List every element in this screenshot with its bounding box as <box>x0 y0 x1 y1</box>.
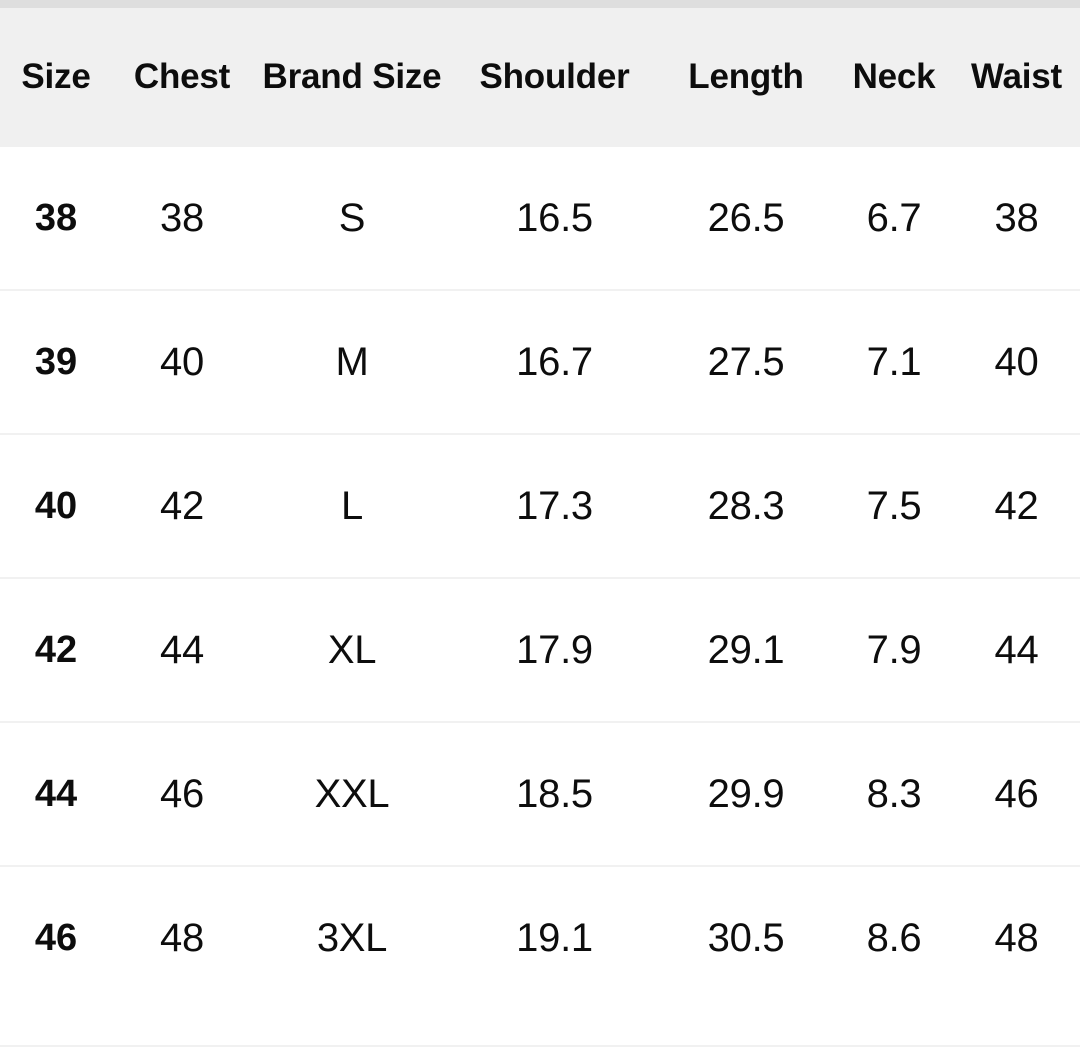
table-row: 42 44 XL 17.9 29.1 7.9 44 <box>0 577 1080 722</box>
table-row: 46 48 3XL 19.1 30.5 8.6 48 <box>0 865 1080 1009</box>
cell-neck: 6.7 <box>866 196 922 240</box>
cell-neck: 7.9 <box>835 577 953 722</box>
cell-brand-size: L <box>252 433 452 578</box>
cell-size: 44 <box>0 721 112 866</box>
column-header-size[interactable]: Size <box>0 8 112 147</box>
cell-waist: 48 <box>953 865 1080 1009</box>
column-header-waist[interactable]: Waist <box>953 8 1080 147</box>
cell-neck: 8.3 <box>835 721 953 866</box>
cell-shoulder: 16.7 <box>452 289 657 434</box>
top-edge-strip <box>0 0 1080 8</box>
cell-length: 29.1 <box>657 577 835 722</box>
cell-shoulder: 18.5 <box>452 721 657 866</box>
table-row: 40 42 L 17.3 28.3 7.5 42 <box>0 433 1080 578</box>
cell-chest: 44 <box>112 577 252 722</box>
cell-chest: 48 <box>112 865 252 1009</box>
cell-shoulder: 17.9 <box>452 577 657 722</box>
cell-chest: 38 <box>160 196 204 240</box>
column-header-neck[interactable]: Neck <box>835 8 953 147</box>
cell-chest: 46 <box>112 721 252 866</box>
cell-waist: 44 <box>953 577 1080 722</box>
cell-length: 29.9 <box>657 721 835 866</box>
cell-brand-size: S <box>338 196 366 240</box>
column-header-shoulder[interactable]: Shoulder <box>452 8 657 147</box>
cell-size: 46 <box>0 865 112 1009</box>
cell-neck: 7.1 <box>835 289 953 434</box>
cell-waist: 40 <box>953 289 1080 434</box>
cell-size: 38 <box>34 197 78 239</box>
column-header-chest[interactable]: Chest <box>112 8 252 147</box>
cell-brand-size: M <box>252 289 452 434</box>
table-header: Size Chest Brand Size Shoulder Length Ne… <box>0 8 1080 147</box>
cell-size: 42 <box>0 577 112 722</box>
cell-waist: 38 <box>994 196 1039 240</box>
cell-brand-size: 3XL <box>252 865 452 1009</box>
cell-shoulder: 16.5 <box>516 196 593 240</box>
cell-brand-size: XXL <box>252 721 452 866</box>
table-bottom-divider <box>0 1045 1080 1047</box>
cell-length: 27.5 <box>657 289 835 434</box>
column-header-brand-size[interactable]: Brand Size <box>252 8 452 147</box>
table-header-row: Size Chest Brand Size Shoulder Length Ne… <box>0 8 1080 147</box>
table-row: 38 38 S 16.5 26.5 6.7 38 <box>0 147 1080 290</box>
cell-shoulder: 19.1 <box>452 865 657 1009</box>
table-row: 44 46 XXL 18.5 29.9 8.3 46 <box>0 721 1080 866</box>
cell-size: 39 <box>0 289 112 434</box>
cell-chest: 42 <box>112 433 252 578</box>
size-chart-table: Size Chest Brand Size Shoulder Length Ne… <box>0 8 1080 1009</box>
cell-brand-size: XL <box>252 577 452 722</box>
cell-chest: 40 <box>112 289 252 434</box>
table-row: 39 40 M 16.7 27.5 7.1 40 <box>0 289 1080 434</box>
cell-neck: 7.5 <box>835 433 953 578</box>
cell-length: 30.5 <box>657 865 835 1009</box>
cell-size: 40 <box>0 433 112 578</box>
cell-waist: 42 <box>953 433 1080 578</box>
cell-waist: 46 <box>953 721 1080 866</box>
cell-shoulder: 17.3 <box>452 433 657 578</box>
cell-length: 28.3 <box>657 433 835 578</box>
column-header-length[interactable]: Length <box>657 8 835 147</box>
table-body: 38 38 S 16.5 26.5 6.7 38 39 40 M 16.7 27… <box>0 147 1080 1009</box>
cell-length: 26.5 <box>707 196 785 240</box>
cell-neck: 8.6 <box>835 865 953 1009</box>
